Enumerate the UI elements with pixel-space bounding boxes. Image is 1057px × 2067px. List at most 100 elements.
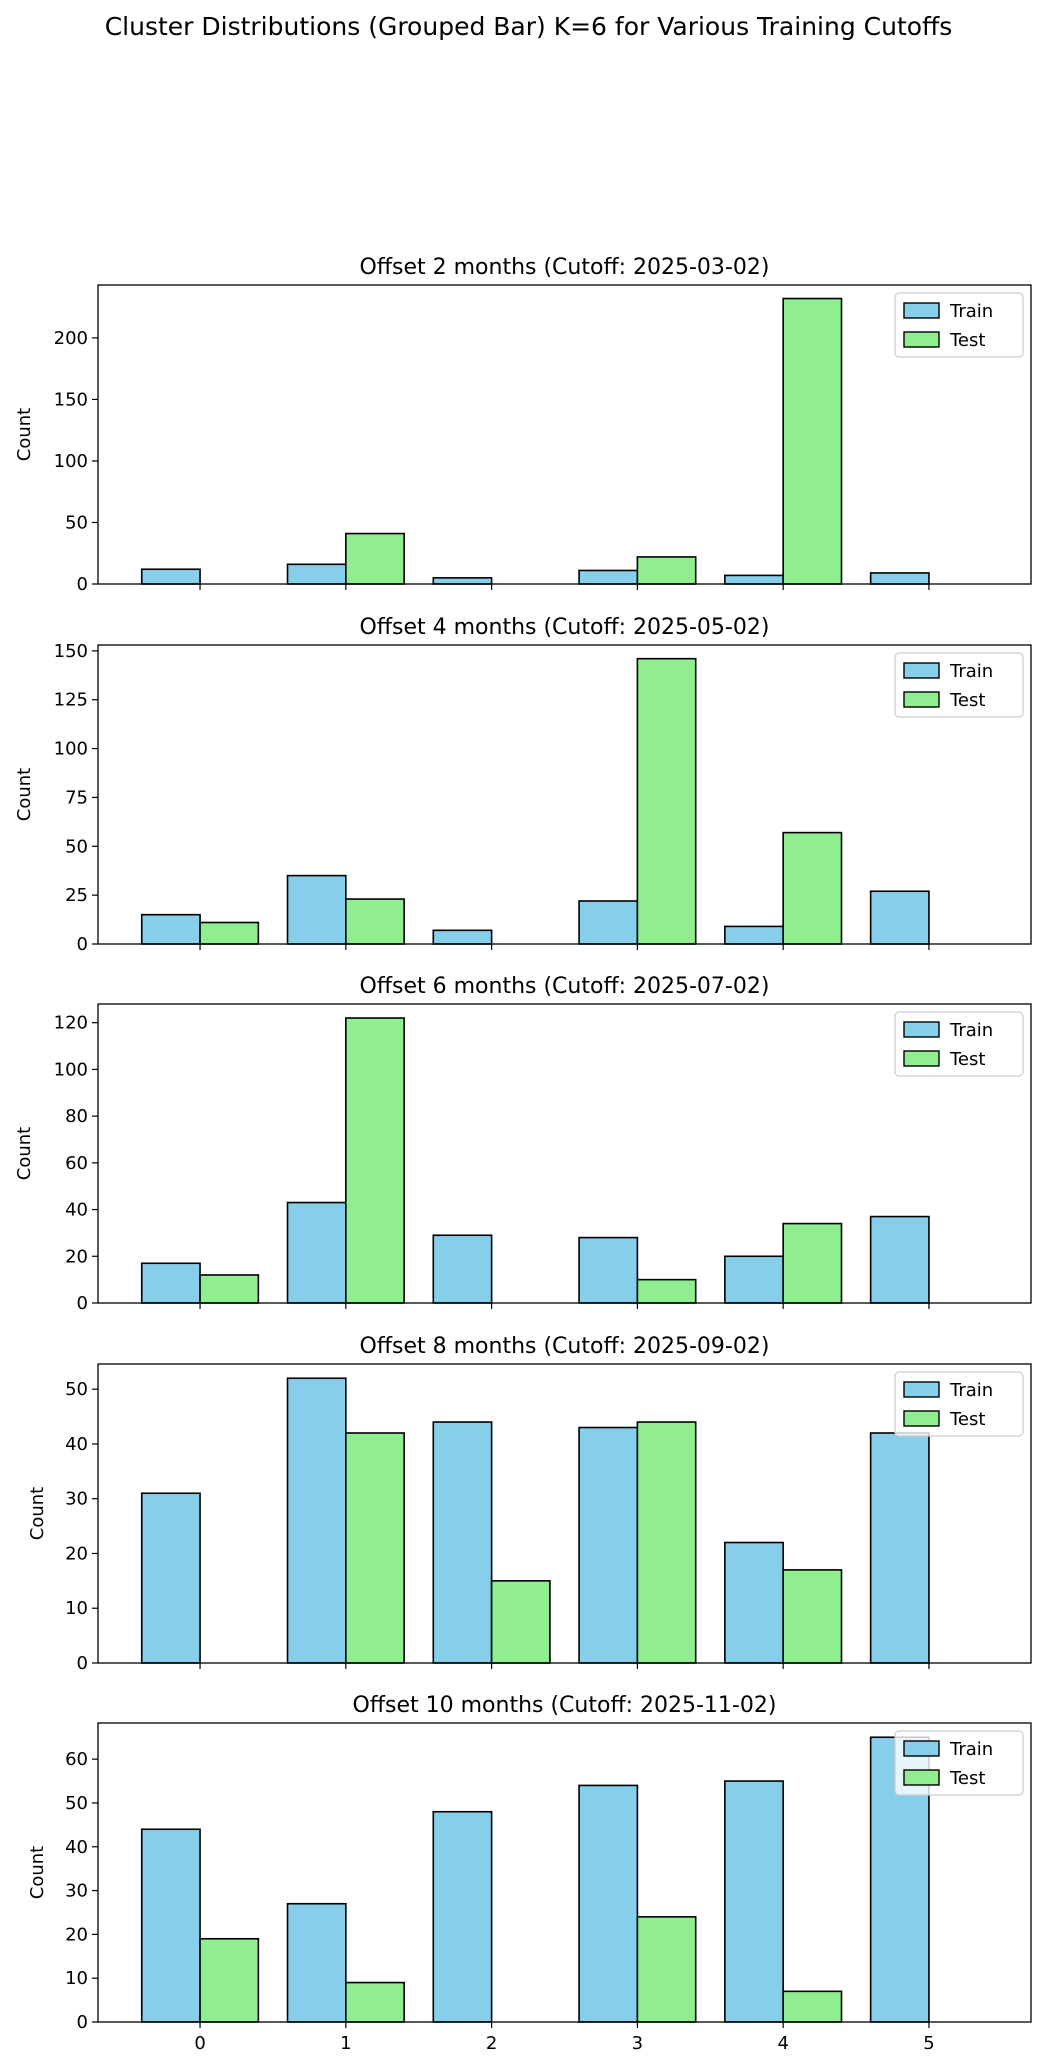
bar-train-0 [140,1492,201,1664]
y-axis-label: Count [14,768,35,821]
bar-test-4 [782,831,843,945]
bar-train-1 [286,1377,347,1664]
y-tick-label: 20 [65,1543,88,1564]
bar-train-5 [869,1215,930,1304]
bar-train-4 [724,925,784,945]
y-tick-label: 50 [65,512,88,533]
legend-swatch-test [903,331,940,348]
legend-label-train: Train [949,1739,993,1760]
y-tick-label: 0 [77,934,88,955]
bar-train-2 [432,1810,493,2023]
subplot-2: Offset 6 months (Cutoff: 2025-07-02) 0 20 4… [14,974,1032,1314]
y-tick-label: 0 [77,2012,88,2033]
y-tick-label: 0 [77,574,88,595]
x-tick-label: 4 [777,2033,788,2054]
axes-frame [97,644,1032,945]
legend: Train Test [894,1011,1024,1077]
y-tick-label: 100 [54,1059,88,1080]
legend-swatch-train [903,1021,940,1038]
bar-train-2 [432,1234,493,1304]
y-tick-label: 50 [65,1793,88,1814]
y-tick-label: 80 [65,1106,88,1127]
subplot-3: Offset 8 months (Cutoff: 2025-09-02) 0 10 2… [27,1334,1032,1674]
y-tick-label: 10 [65,1968,88,1989]
legend: Train Test [894,1730,1024,1796]
legend-label-test: Test [949,1768,985,1789]
axes-frame [97,1003,1032,1304]
y-tick-label: 100 [54,739,88,760]
bar-train-4 [724,1541,784,1664]
bar-test-3 [636,556,697,585]
bar-train-2 [432,577,493,585]
bar-train-3 [578,900,639,945]
legend-label-train: Train [949,301,993,322]
bar-test-4 [782,1990,843,2023]
bar-train-0 [140,913,201,945]
subplot-title: Offset 6 months (Cutoff: 2025-07-02) [360,974,770,999]
axes-frame [97,284,1032,585]
y-tick-label: 0 [77,1653,88,1674]
bar-train-5 [869,1432,930,1664]
axes-frame [97,1363,1032,1664]
bar-train-3 [578,1236,639,1304]
bar-train-5 [869,890,930,945]
bar-test-0 [199,1274,260,1304]
legend-swatch-test [903,1410,940,1427]
bar-test-4 [782,1569,843,1664]
y-tick-label: 10 [65,1598,88,1619]
bar-train-3 [578,1426,639,1664]
bar-test-1 [345,1981,405,2023]
x-tick-label: 3 [632,2033,643,2054]
legend-swatch-test [903,1050,940,1067]
bar-train-2 [432,1421,493,1664]
bar-test-3 [636,1916,697,2023]
legend-label-test: Test [949,690,985,711]
bar-train-1 [286,563,347,585]
x-tick-label: 0 [194,2033,205,2054]
legend-swatch-train [903,1381,940,1398]
subplot-title: Offset 8 months (Cutoff: 2025-09-02) [360,1334,770,1359]
subplot-title: Offset 10 months (Cutoff: 2025-11-02) [353,1693,777,1718]
y-tick-label: 60 [65,1153,88,1174]
legend-swatch-test [903,691,940,708]
bar-train-4 [724,1780,784,2023]
bar-test-3 [636,1421,697,1664]
y-tick-label: 50 [65,836,88,857]
y-tick-label: 0 [77,1293,88,1314]
y-tick-label: 100 [54,451,88,472]
bar-train-3 [578,569,639,585]
y-tick-label: 120 [54,1013,88,1034]
legend-label-train: Train [949,1380,993,1401]
y-tick-label: 60 [65,1749,88,1770]
bar-train-4 [724,1255,784,1304]
y-axis-label: Count [27,1487,48,1540]
axes-frame [97,1722,1032,2023]
y-axis-label: Count [14,1127,35,1180]
y-tick-label: 125 [54,690,88,711]
bar-train-0 [140,1262,201,1304]
bar-test-1 [345,1017,405,1304]
bar-test-0 [199,921,260,945]
y-tick-label: 200 [54,328,88,349]
y-tick-label: 150 [54,389,88,410]
legend-label-test: Test [949,1049,985,1070]
bar-train-0 [140,1828,201,2023]
y-tick-label: 75 [65,787,88,808]
y-tick-label: 40 [65,1434,88,1455]
legend: Train Test [894,292,1024,358]
legend-label-test: Test [949,1409,985,1430]
y-tick-label: 40 [65,1200,88,1221]
bar-train-3 [578,1784,639,2023]
subplot-title: Offset 2 months (Cutoff: 2025-03-02) [360,255,770,280]
bar-train-1 [286,1201,347,1304]
bar-train-1 [286,1902,347,2023]
bar-test-3 [636,1278,697,1304]
bar-train-2 [432,929,493,945]
legend-swatch-train [903,302,940,319]
bar-test-3 [636,657,697,945]
legend-label-test: Test [949,330,985,351]
legend-label-train: Train [949,661,993,682]
y-tick-label: 20 [65,1924,88,1945]
y-tick-label: 20 [65,1246,88,1267]
